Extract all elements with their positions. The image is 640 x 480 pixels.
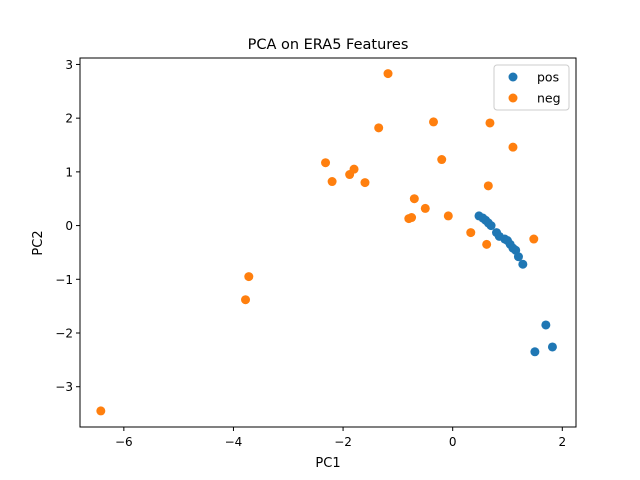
x-tick-label: −2 [334,435,352,449]
point-neg [241,295,251,305]
point-neg [443,211,453,221]
point-neg [420,203,430,213]
point-neg [360,178,370,188]
legend-label-neg: neg [537,91,561,106]
legend: pos neg [493,64,570,111]
chart-title: PCA on ERA5 Features [248,37,409,53]
y-axis-label: PC2 [31,230,46,255]
point-neg [345,170,355,180]
legend-label-pos: pos [537,70,559,85]
point-neg [409,194,419,204]
point-neg [437,155,447,165]
point-neg [529,234,539,244]
point-pos [547,342,557,352]
point-neg [482,239,492,249]
plot-area [96,69,557,416]
axes-frame [79,57,577,428]
point-pos [518,259,528,269]
point-neg [404,214,414,224]
x-axis-label: PC1 [315,456,340,471]
point-neg [485,118,495,128]
y-tick-label: −2 [55,327,73,341]
x-tick-label: −6 [115,435,133,449]
x-tick-label: 2 [558,435,566,449]
point-neg [383,69,393,79]
point-neg [327,177,337,187]
y-tick-label: 0 [65,219,73,233]
y-axis-ticks: −3 −2 −1 0 1 2 3 [55,58,80,394]
point-neg [429,117,439,127]
point-neg [96,406,106,416]
point-neg [508,142,518,152]
point-neg [374,123,384,133]
x-tick-label: −4 [225,435,243,449]
point-neg [466,228,476,238]
point-pos [513,252,523,262]
legend-marker-neg [508,93,518,103]
point-pos [541,320,551,330]
x-axis-ticks: −6 −4 −2 0 2 [115,427,566,449]
x-tick-label: 0 [449,435,457,449]
point-neg [244,272,254,282]
y-tick-label: 2 [65,112,73,126]
point-neg [321,158,331,168]
y-tick-label: −1 [55,273,73,287]
legend-marker-pos [508,72,518,82]
y-tick-label: 3 [65,58,73,72]
y-tick-label: 1 [65,165,73,179]
point-pos [530,347,540,357]
point-pos [486,221,496,231]
point-neg [483,181,493,191]
y-tick-label: −3 [55,380,73,394]
